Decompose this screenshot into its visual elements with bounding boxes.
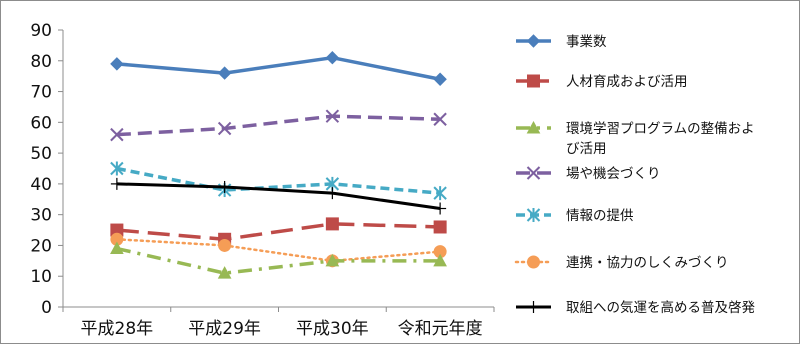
data-point <box>325 217 339 231</box>
data-point <box>110 57 124 71</box>
data-point <box>433 220 447 234</box>
data-point <box>217 66 232 80</box>
data-point <box>217 266 232 279</box>
y-tick-label: 60 <box>30 113 52 133</box>
legend-marker <box>526 34 541 48</box>
series-line <box>116 222 441 242</box>
legend-marker <box>527 301 540 313</box>
legend-marker <box>527 255 540 269</box>
x-tick-label: 令和元年度 <box>398 319 483 339</box>
data-point <box>217 121 232 136</box>
series-7 <box>110 177 447 215</box>
series-line <box>116 246 441 275</box>
data-point <box>110 127 124 142</box>
data-point <box>433 186 447 201</box>
x-tick-label: 平成30年 <box>296 319 369 339</box>
legend-marker <box>526 166 541 180</box>
series-line <box>115 238 442 263</box>
legend-label: 連携・協力のしくみづくり <box>566 255 729 271</box>
y-tick-label: 10 <box>30 267 52 287</box>
legend-entry-3: 環境学習プログラムの整備および活用 <box>516 120 755 157</box>
series-1 <box>110 50 447 86</box>
data-point <box>433 112 447 126</box>
data-point <box>110 241 124 255</box>
legend-entry-4: 場や機会づくり <box>516 166 661 182</box>
x-tick-label: 平成29年 <box>188 319 261 339</box>
legend-marker <box>527 74 540 88</box>
legend-marker <box>526 120 541 134</box>
y-tick-label: 20 <box>30 236 52 256</box>
legend-entry-5: 情報の提供 <box>516 208 634 224</box>
legend-label: 情報の提供 <box>566 208 634 224</box>
data-point <box>325 253 340 267</box>
data-point <box>434 202 447 215</box>
y-tick-label: 30 <box>30 206 52 226</box>
data-point <box>325 50 340 65</box>
y-tick-label: 0 <box>41 298 52 318</box>
legend-entry-2: 人材育成および活用 <box>516 74 688 90</box>
data-point <box>433 72 447 86</box>
legend-label: 環境学習プログラムの整備および活用 <box>566 121 755 157</box>
series-line <box>116 166 441 195</box>
series-5 <box>110 161 447 201</box>
legend-marker <box>526 208 541 222</box>
legend-label: 場や機会づくり <box>566 166 661 182</box>
data-point <box>110 177 123 190</box>
legend-label: 取組への気運を高める普及啓発 <box>566 299 755 316</box>
data-point <box>326 187 339 200</box>
series-line <box>116 114 441 137</box>
data-point <box>325 109 340 123</box>
series-4 <box>110 109 447 142</box>
legend-label: 人材育成および活用 <box>566 74 688 90</box>
series-line <box>116 182 441 210</box>
data-point <box>218 180 231 193</box>
legend-entry-7: 取組への気運を高める普及啓発 <box>516 299 755 316</box>
y-tick-label: 50 <box>30 144 52 164</box>
legend-entry-6: 連携・協力のしくみづくり <box>514 255 729 271</box>
y-tick-label: 90 <box>30 21 52 41</box>
data-point <box>218 238 232 252</box>
x-tick-label: 平成28年 <box>81 319 154 339</box>
data-point <box>433 253 447 267</box>
y-tick-label: 80 <box>30 52 52 72</box>
legend-entry-1: 事業数 <box>516 34 607 50</box>
series-3 <box>110 241 447 279</box>
y-tick-label: 40 <box>30 175 52 195</box>
legend-label: 事業数 <box>566 34 607 50</box>
series-line <box>116 55 441 81</box>
data-point <box>110 161 124 176</box>
y-tick-label: 70 <box>30 83 52 103</box>
